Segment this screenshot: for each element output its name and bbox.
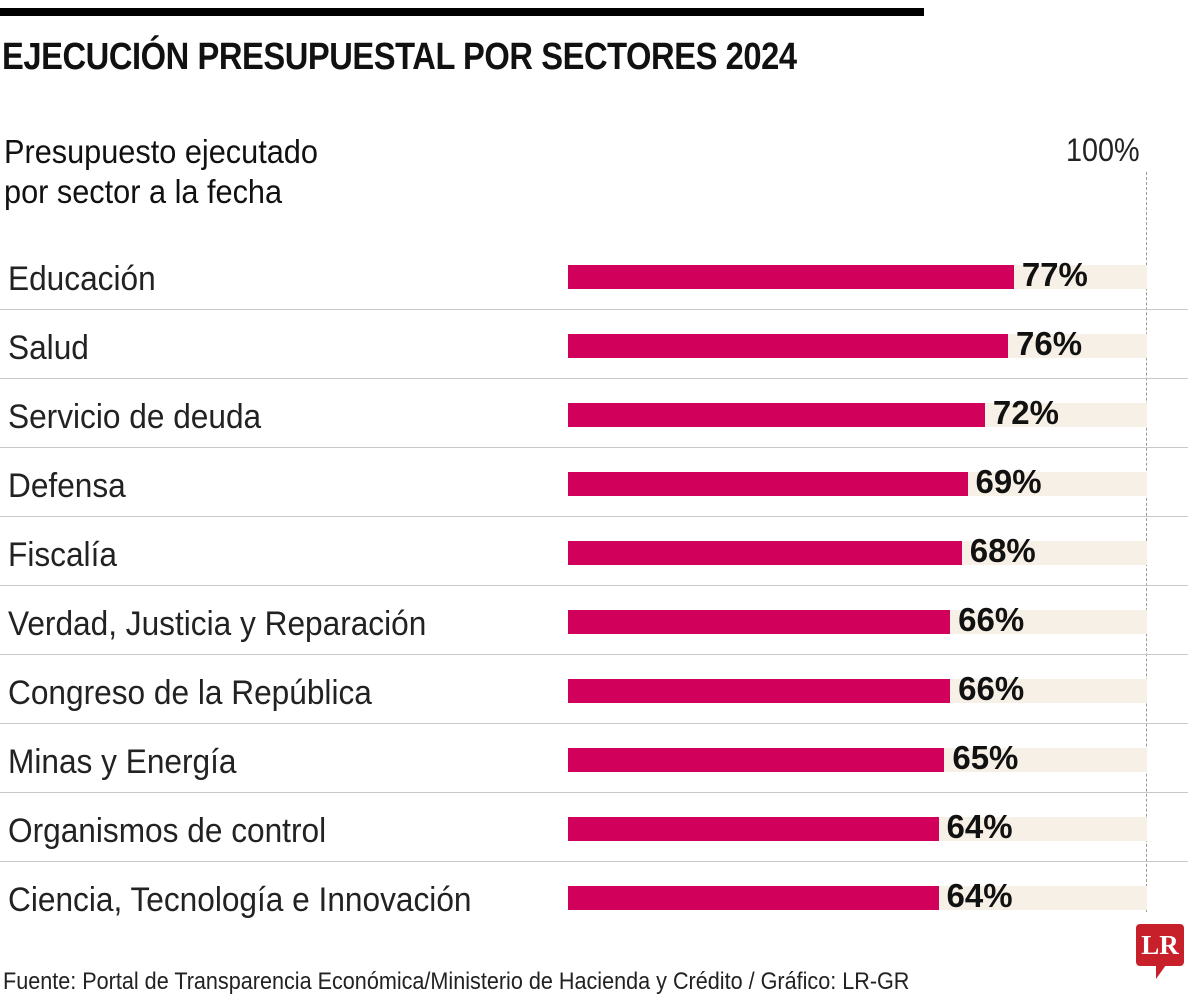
value-label: 65% <box>952 739 1019 776</box>
bar <box>568 472 968 496</box>
top-rule <box>0 8 924 16</box>
value-label: 68% <box>969 532 1036 569</box>
row-divider <box>0 792 1188 793</box>
row-divider <box>0 378 1188 379</box>
bar-track <box>568 265 1147 289</box>
row-divider <box>0 654 1188 655</box>
category-label: Verdad, Justicia y Reparación <box>8 605 427 643</box>
bar-track <box>568 679 1147 703</box>
max-reference-label: 100% <box>1066 132 1140 168</box>
bar-row: Fiscalía 68% <box>0 517 1188 586</box>
value-label: 69% <box>975 463 1042 500</box>
bar-row: Salud 76% <box>0 310 1188 379</box>
bar-track <box>568 541 1147 565</box>
chart-title: EJECUCIÓN PRESUPUESTAL POR SECTORES 2024 <box>2 36 797 78</box>
bar <box>568 403 985 427</box>
logo-speech-tail-icon <box>1156 965 1166 979</box>
bar <box>568 265 1014 289</box>
category-label: Defensa <box>8 467 126 505</box>
chart-subtitle: Presupuesto ejecutado por sector a la fe… <box>4 132 318 212</box>
bar <box>568 610 951 634</box>
bar <box>568 334 1009 358</box>
source-note: Fuente: Portal de Transparencia Económic… <box>3 968 910 995</box>
bar-row: Verdad, Justicia y Reparación 66% <box>0 586 1188 655</box>
bar-track <box>568 472 1147 496</box>
bar-track <box>568 334 1147 358</box>
bar-row: Minas y Energía 65% <box>0 724 1188 793</box>
category-label: Congreso de la República <box>8 674 372 712</box>
bar <box>568 541 962 565</box>
category-label: Minas y Energía <box>8 743 237 781</box>
category-label: Organismos de control <box>8 812 327 850</box>
category-label: Servicio de deuda <box>8 398 262 436</box>
bar-track <box>568 748 1147 772</box>
value-label: 66% <box>958 670 1025 707</box>
bar-row: Defensa 69% <box>0 448 1188 517</box>
bar-track <box>568 403 1147 427</box>
bar <box>568 817 939 841</box>
bar-row: Educación 77% <box>0 241 1188 310</box>
row-divider <box>0 309 1188 310</box>
row-divider <box>0 723 1188 724</box>
subtitle-line-2: por sector a la fecha <box>4 173 283 210</box>
bar-track <box>568 817 1147 841</box>
value-label: 64% <box>946 877 1013 914</box>
row-divider <box>0 861 1188 862</box>
value-label: 72% <box>992 394 1059 431</box>
category-label: Ciencia, Tecnología e Innovación <box>8 881 472 919</box>
bar <box>568 679 951 703</box>
subtitle-line-1: Presupuesto ejecutado <box>4 133 318 170</box>
bar-track <box>568 886 1147 910</box>
row-divider <box>0 516 1188 517</box>
bar-row: Congreso de la República 66% <box>0 655 1188 724</box>
value-label: 77% <box>1021 256 1088 293</box>
category-label: Salud <box>8 329 89 367</box>
value-label: 76% <box>1016 325 1083 362</box>
bar-row: Ciencia, Tecnología e Innovación 64% <box>0 862 1188 931</box>
value-label: 66% <box>958 601 1025 638</box>
bar <box>568 886 939 910</box>
bar-row: Servicio de deuda 72% <box>0 379 1188 448</box>
lr-logo: LR <box>1136 924 1184 966</box>
bar-track <box>568 610 1147 634</box>
row-divider <box>0 447 1188 448</box>
value-label: 64% <box>946 808 1013 845</box>
row-divider <box>0 585 1188 586</box>
category-label: Educación <box>8 260 156 298</box>
bar-row: Organismos de control 64% <box>0 793 1188 862</box>
bar <box>568 748 945 772</box>
category-label: Fiscalía <box>8 536 117 574</box>
